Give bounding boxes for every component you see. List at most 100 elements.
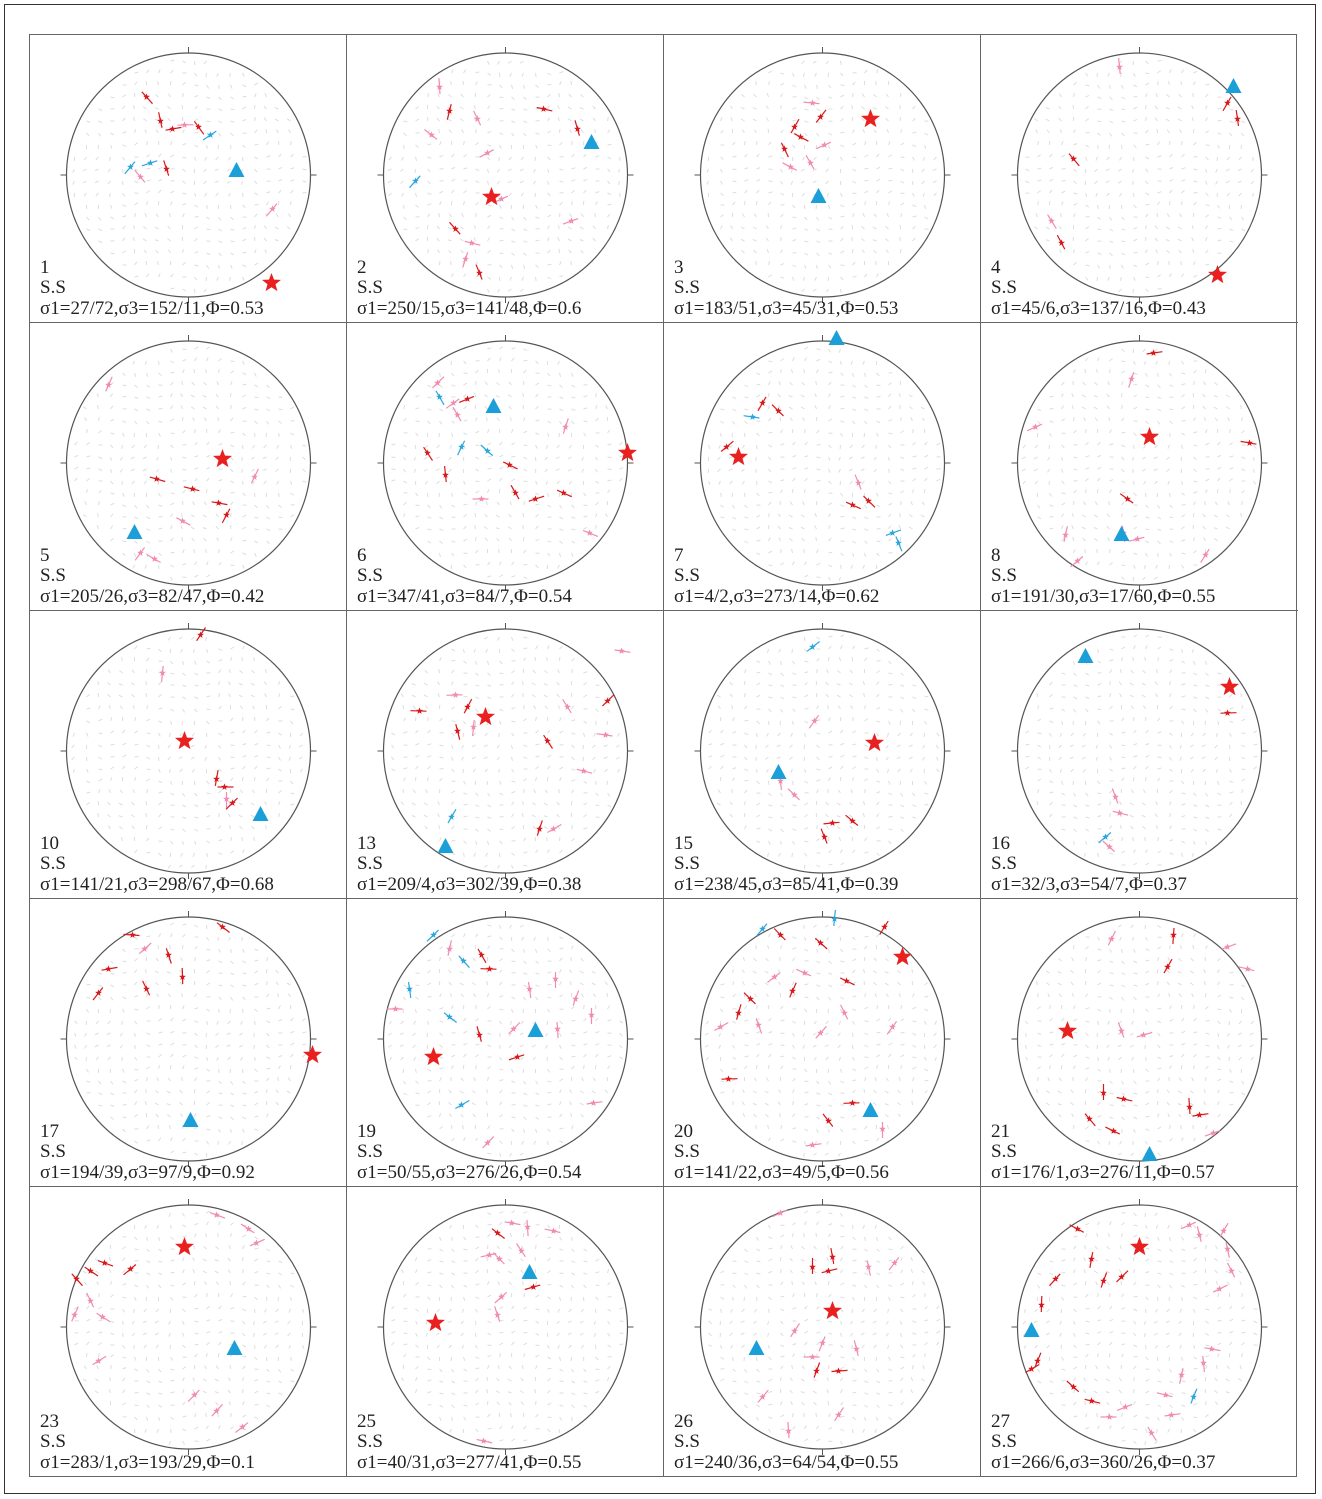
fault-slip-marker <box>187 1389 200 1402</box>
stereonet-panel-4: 4 S.S σ1=45/6,σ3=137/16,Φ=0.43 <box>981 35 1298 323</box>
primitive-circle <box>1016 916 1263 1162</box>
fault-slip-marker <box>163 160 170 176</box>
sigma1-star-icon <box>482 187 501 206</box>
stereonet-panel-3: 3 S.S σ1=183/51,σ3=45/31,Φ=0.53 <box>664 35 981 323</box>
fault-slip-marker <box>1105 1126 1121 1135</box>
fault-slip-marker <box>1112 809 1129 816</box>
fault-slip-marker <box>1219 1222 1229 1238</box>
fault-slip-marker <box>510 484 520 500</box>
sigma1-star-icon <box>865 733 884 752</box>
fault-slip-marker <box>790 1323 800 1338</box>
stereonet-panel-27: 27 S.S σ1=266/6,σ3=360/26,Φ=0.37 <box>981 1187 1298 1476</box>
fault-slip-marker <box>1100 1084 1107 1100</box>
stress-params: σ1=266/6,σ3=360/26,Φ=0.37 <box>991 1452 1216 1473</box>
fault-slip-marker <box>1117 1022 1125 1038</box>
stress-params: σ1=191/30,σ3=17/60,Φ=0.55 <box>991 586 1216 607</box>
fault-slip-marker <box>562 699 572 714</box>
fault-slip-marker <box>1147 1426 1157 1441</box>
fault-slip-marker <box>1200 1355 1207 1373</box>
fault-slip-marker <box>773 928 786 941</box>
fault-slip-marker <box>1181 1221 1197 1230</box>
fault-slip-marker <box>101 965 118 972</box>
sigma1-star-icon <box>861 109 880 128</box>
regime-label: S.S <box>674 565 700 586</box>
fault-slip-marker <box>473 110 482 126</box>
fault-slip-marker <box>576 767 593 774</box>
regime-label: S.S <box>674 853 700 874</box>
sigma3-triangle-icon <box>828 330 845 345</box>
fault-slip-marker <box>432 376 445 389</box>
fault-slip-marker <box>504 1219 521 1226</box>
fault-slip-marker <box>202 130 217 141</box>
fault-slip-marker <box>502 461 518 470</box>
panel-number: 2 <box>357 257 367 278</box>
fault-slip-marker <box>141 159 158 167</box>
fault-slip-marker <box>524 1219 531 1237</box>
slip-field-vectors <box>707 346 941 581</box>
fault-slip-marker <box>1111 788 1119 804</box>
fault-slip-marker <box>588 1008 595 1024</box>
fault-slip-marker <box>885 529 902 536</box>
fault-slip-marker <box>159 665 166 683</box>
sigma3-triangle-icon <box>252 806 269 821</box>
primitive-circle <box>1016 340 1263 586</box>
regime-label: S.S <box>357 565 383 586</box>
fault-slip-marker <box>831 909 838 927</box>
fault-slip-marker <box>92 987 104 1001</box>
panel-number: 16 <box>991 833 1010 854</box>
fault-slip-marker <box>1098 832 1112 844</box>
fault-slip-marker <box>436 77 443 95</box>
fault-slip-marker <box>556 489 572 498</box>
stress-params: σ1=45/6,σ3=137/16,Φ=0.43 <box>991 298 1206 319</box>
slip-field-vectors <box>74 346 307 581</box>
fault-slip-marker <box>123 1264 137 1276</box>
fault-slip-marker <box>814 937 828 950</box>
fault-slip-marker <box>796 968 812 977</box>
primitive-circle <box>65 1204 312 1450</box>
sigma1-star-icon <box>262 273 281 292</box>
fault-slip-marker <box>822 1113 834 1127</box>
fault-slip-marker <box>1204 1129 1221 1137</box>
fault-slip-marker <box>1070 556 1084 568</box>
fault-slip-marker <box>1196 1226 1203 1242</box>
stereonet-plot <box>60 1199 317 1455</box>
fault-slip-marker <box>854 474 862 490</box>
fault-slip-marker <box>213 769 220 787</box>
fault-slip-marker <box>480 965 497 972</box>
stereonet-plot <box>377 335 637 591</box>
slip-field-vectors <box>1025 60 1254 294</box>
fault-slip-marker <box>845 501 861 510</box>
regime-label: S.S <box>40 277 66 298</box>
primitive-circle <box>65 340 312 586</box>
fault-slip-marker <box>536 820 543 836</box>
fault-slip-marker <box>1116 1095 1133 1102</box>
fault-slip-marker <box>462 252 469 268</box>
fault-slip-marker <box>472 495 489 502</box>
fault-slip-marker <box>446 691 463 698</box>
fault-slip-marker <box>879 1122 886 1138</box>
sigma3-triangle-icon <box>437 838 454 853</box>
sigma3-triangle-icon <box>810 188 827 203</box>
fault-slip-marker <box>1224 1242 1231 1258</box>
fault-slip-marker <box>1116 1270 1129 1283</box>
fault-slip-marker <box>1164 1411 1181 1418</box>
regime-label: S.S <box>40 1141 66 1162</box>
fault-slip-marker <box>831 1367 848 1374</box>
panel-number: 5 <box>40 545 50 566</box>
slip-field-vectors <box>387 924 624 1157</box>
fault-slip-marker <box>96 1312 111 1323</box>
sigma3-triangle-icon <box>1023 1322 1040 1337</box>
fault-slip-marker <box>71 1306 79 1322</box>
stereonet-panel-17: 17 S.S σ1=194/39,σ3=97/9,Φ=0.92 <box>30 899 347 1187</box>
sigma1-star-icon <box>729 447 748 466</box>
fault-slip-marker <box>771 404 784 417</box>
fault-slip-marker <box>424 129 438 140</box>
fault-slip-marker <box>423 446 433 461</box>
fault-slip-marker <box>134 546 146 561</box>
sigma3-triangle-icon <box>1113 526 1130 541</box>
regime-label: S.S <box>991 1431 1017 1452</box>
stereonet-panel-25: 25 S.S σ1=40/31,σ3=277/41,Φ=0.55 <box>347 1187 664 1476</box>
fault-slip-marker <box>134 169 146 183</box>
fault-slip-marker <box>813 1362 821 1378</box>
fault-slip-marker <box>780 142 789 158</box>
